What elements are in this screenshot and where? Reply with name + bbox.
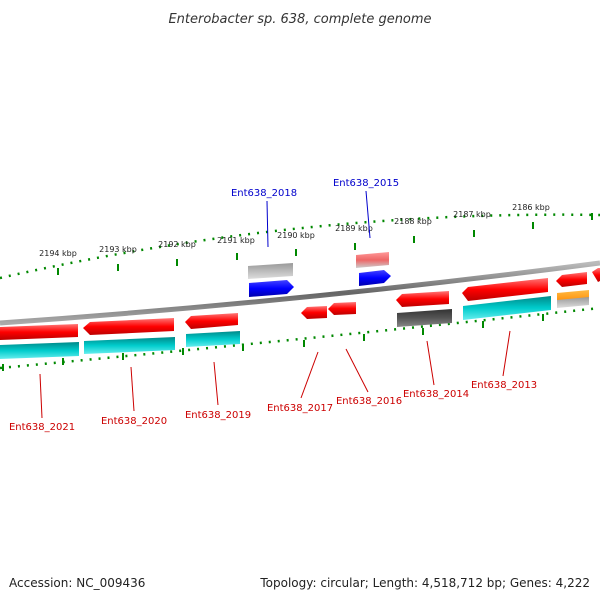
label-leader-line: [130, 366, 135, 412]
gene-label-ent638-2015[interactable]: Ent638_2015: [333, 178, 399, 189]
gene-label-ent638-2017[interactable]: Ent638_2017: [267, 403, 333, 414]
reverse-gene-labels: Ent638_2021 Ent638_2020 Ent638_2019 Ent6…: [9, 330, 537, 433]
ruler-label: 2191 kbp: [217, 236, 255, 245]
ruler-labels: 2194 kbp 2193 kbp 2192 kbp 2191 kbp 2190…: [39, 203, 550, 258]
ruler-label: 2192 kbp: [158, 240, 196, 249]
label-leader-line: [213, 361, 219, 406]
gene-label-ent638-2019[interactable]: Ent638_2019: [185, 410, 251, 421]
cds-feature[interactable]: [0, 324, 78, 340]
inner-ruler-major-ticks: [2, 314, 544, 371]
cds-feature[interactable]: [557, 297, 589, 308]
cds-feature[interactable]: [249, 280, 294, 297]
outer-ruler-ticks: [0, 213, 600, 280]
forward-features: [248, 252, 391, 297]
label-leader-line: [502, 330, 511, 377]
cds-feature[interactable]: [462, 278, 548, 301]
cds-feature[interactable]: [356, 252, 389, 268]
gene-label-ent638-2020[interactable]: Ent638_2020: [101, 416, 167, 427]
ruler-label: 2193 kbp: [99, 245, 137, 254]
cds-feature[interactable]: [84, 337, 175, 354]
map-title: Enterobacter sp. 638, complete genome: [168, 12, 431, 27]
cds-feature[interactable]: [556, 272, 587, 287]
ruler-label: 2194 kbp: [39, 249, 77, 258]
reverse-features: [0, 268, 600, 359]
gene-label-ent638-2021[interactable]: Ent638_2021: [9, 422, 75, 433]
ruler-label: 2190 kbp: [277, 231, 315, 240]
cds-feature[interactable]: [397, 309, 452, 327]
label-leader-line: [345, 348, 369, 393]
gene-label-ent638-2018[interactable]: Ent638_2018: [231, 188, 297, 199]
ruler-label: 2186 kbp: [512, 203, 550, 212]
cds-feature[interactable]: [83, 318, 174, 335]
label-leader-line: [426, 340, 435, 386]
genome-backbone: [0, 260, 600, 326]
cds-feature[interactable]: [359, 270, 391, 286]
forward-gene-labels: Ent638_2018 Ent638_2015: [231, 178, 399, 248]
cds-feature[interactable]: [592, 268, 600, 282]
cds-feature[interactable]: [463, 296, 551, 320]
cds-feature[interactable]: [185, 313, 238, 329]
label-leader-line: [39, 373, 43, 419]
gene-label-ent638-2016[interactable]: Ent638_2016: [336, 396, 402, 407]
cds-feature[interactable]: [328, 302, 356, 315]
cds-feature[interactable]: [301, 306, 327, 319]
gene-label-ent638-2013[interactable]: Ent638_2013: [471, 380, 537, 391]
accession-text: Accession: NC_009436: [9, 576, 145, 590]
ruler-label: 2187 kbp: [453, 210, 491, 219]
outer-ruler-major-ticks: [57, 213, 593, 275]
ruler-label: 2189 kbp: [335, 224, 373, 233]
cds-feature[interactable]: [396, 291, 449, 307]
label-leader-line: [365, 190, 371, 239]
cds-feature[interactable]: [248, 263, 293, 279]
label-leader-line: [300, 351, 319, 399]
label-leader-line: [266, 200, 269, 248]
topology-text: Topology: circular; Length: 4,518,712 bp…: [259, 576, 590, 590]
cds-feature[interactable]: [0, 342, 79, 359]
ruler-label: 2188 kbp: [394, 217, 432, 226]
cds-feature[interactable]: [186, 331, 240, 347]
gene-label-ent638-2014[interactable]: Ent638_2014: [403, 389, 469, 400]
